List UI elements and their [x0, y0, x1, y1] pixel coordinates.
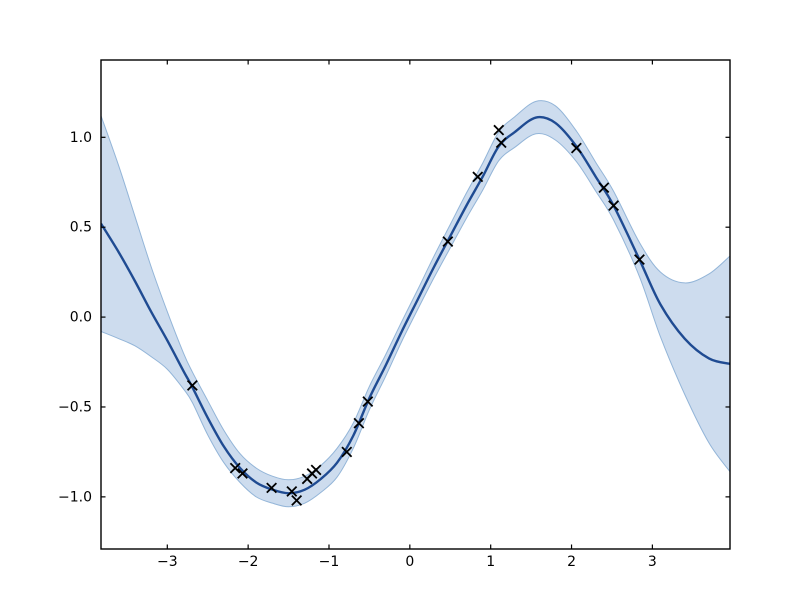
data-point-marker-x — [266, 482, 278, 494]
x-tick-label: −2 — [238, 554, 259, 570]
x-tick-label: 2 — [567, 554, 576, 570]
data-point-marker-x — [186, 379, 198, 391]
data-point-marker-x — [634, 254, 645, 265]
data-point-marker-x — [286, 486, 298, 497]
x-tick-label: 3 — [648, 554, 657, 570]
gp-mean-line — [101, 115, 730, 495]
data-point-marker-x — [362, 396, 374, 408]
data-point-marker-x — [237, 468, 248, 479]
data-point-marker-x — [229, 462, 241, 474]
data-point-marker-x — [608, 200, 620, 212]
x-tick-label: 0 — [405, 554, 414, 570]
training-points — [186, 124, 645, 506]
y-tick-label: 0.0 — [70, 310, 92, 326]
y-tick-label: −1.0 — [58, 489, 92, 505]
data-point-marker-x — [493, 124, 505, 136]
data-point-marker-x — [472, 171, 484, 183]
x-tick-label: −1 — [319, 554, 340, 570]
data-point-marker-x — [291, 495, 303, 506]
x-tick-label: 1 — [486, 554, 495, 570]
data-point-marker-x — [353, 417, 365, 429]
y-tick-label: 0.5 — [70, 220, 92, 236]
x-tick-label: −3 — [157, 554, 178, 570]
axes-border — [100, 59, 731, 550]
data-point-marker-x — [341, 446, 353, 458]
y-tick-label: 1.0 — [70, 130, 92, 146]
data-point-marker-x — [495, 137, 507, 149]
data-point-marker-x — [442, 236, 454, 248]
plot-content — [101, 100, 730, 508]
data-point-marker-x — [570, 142, 582, 154]
data-point-marker-x — [598, 182, 610, 194]
y-tick-label: −0.5 — [58, 399, 92, 415]
data-point-marker-x — [310, 464, 322, 476]
